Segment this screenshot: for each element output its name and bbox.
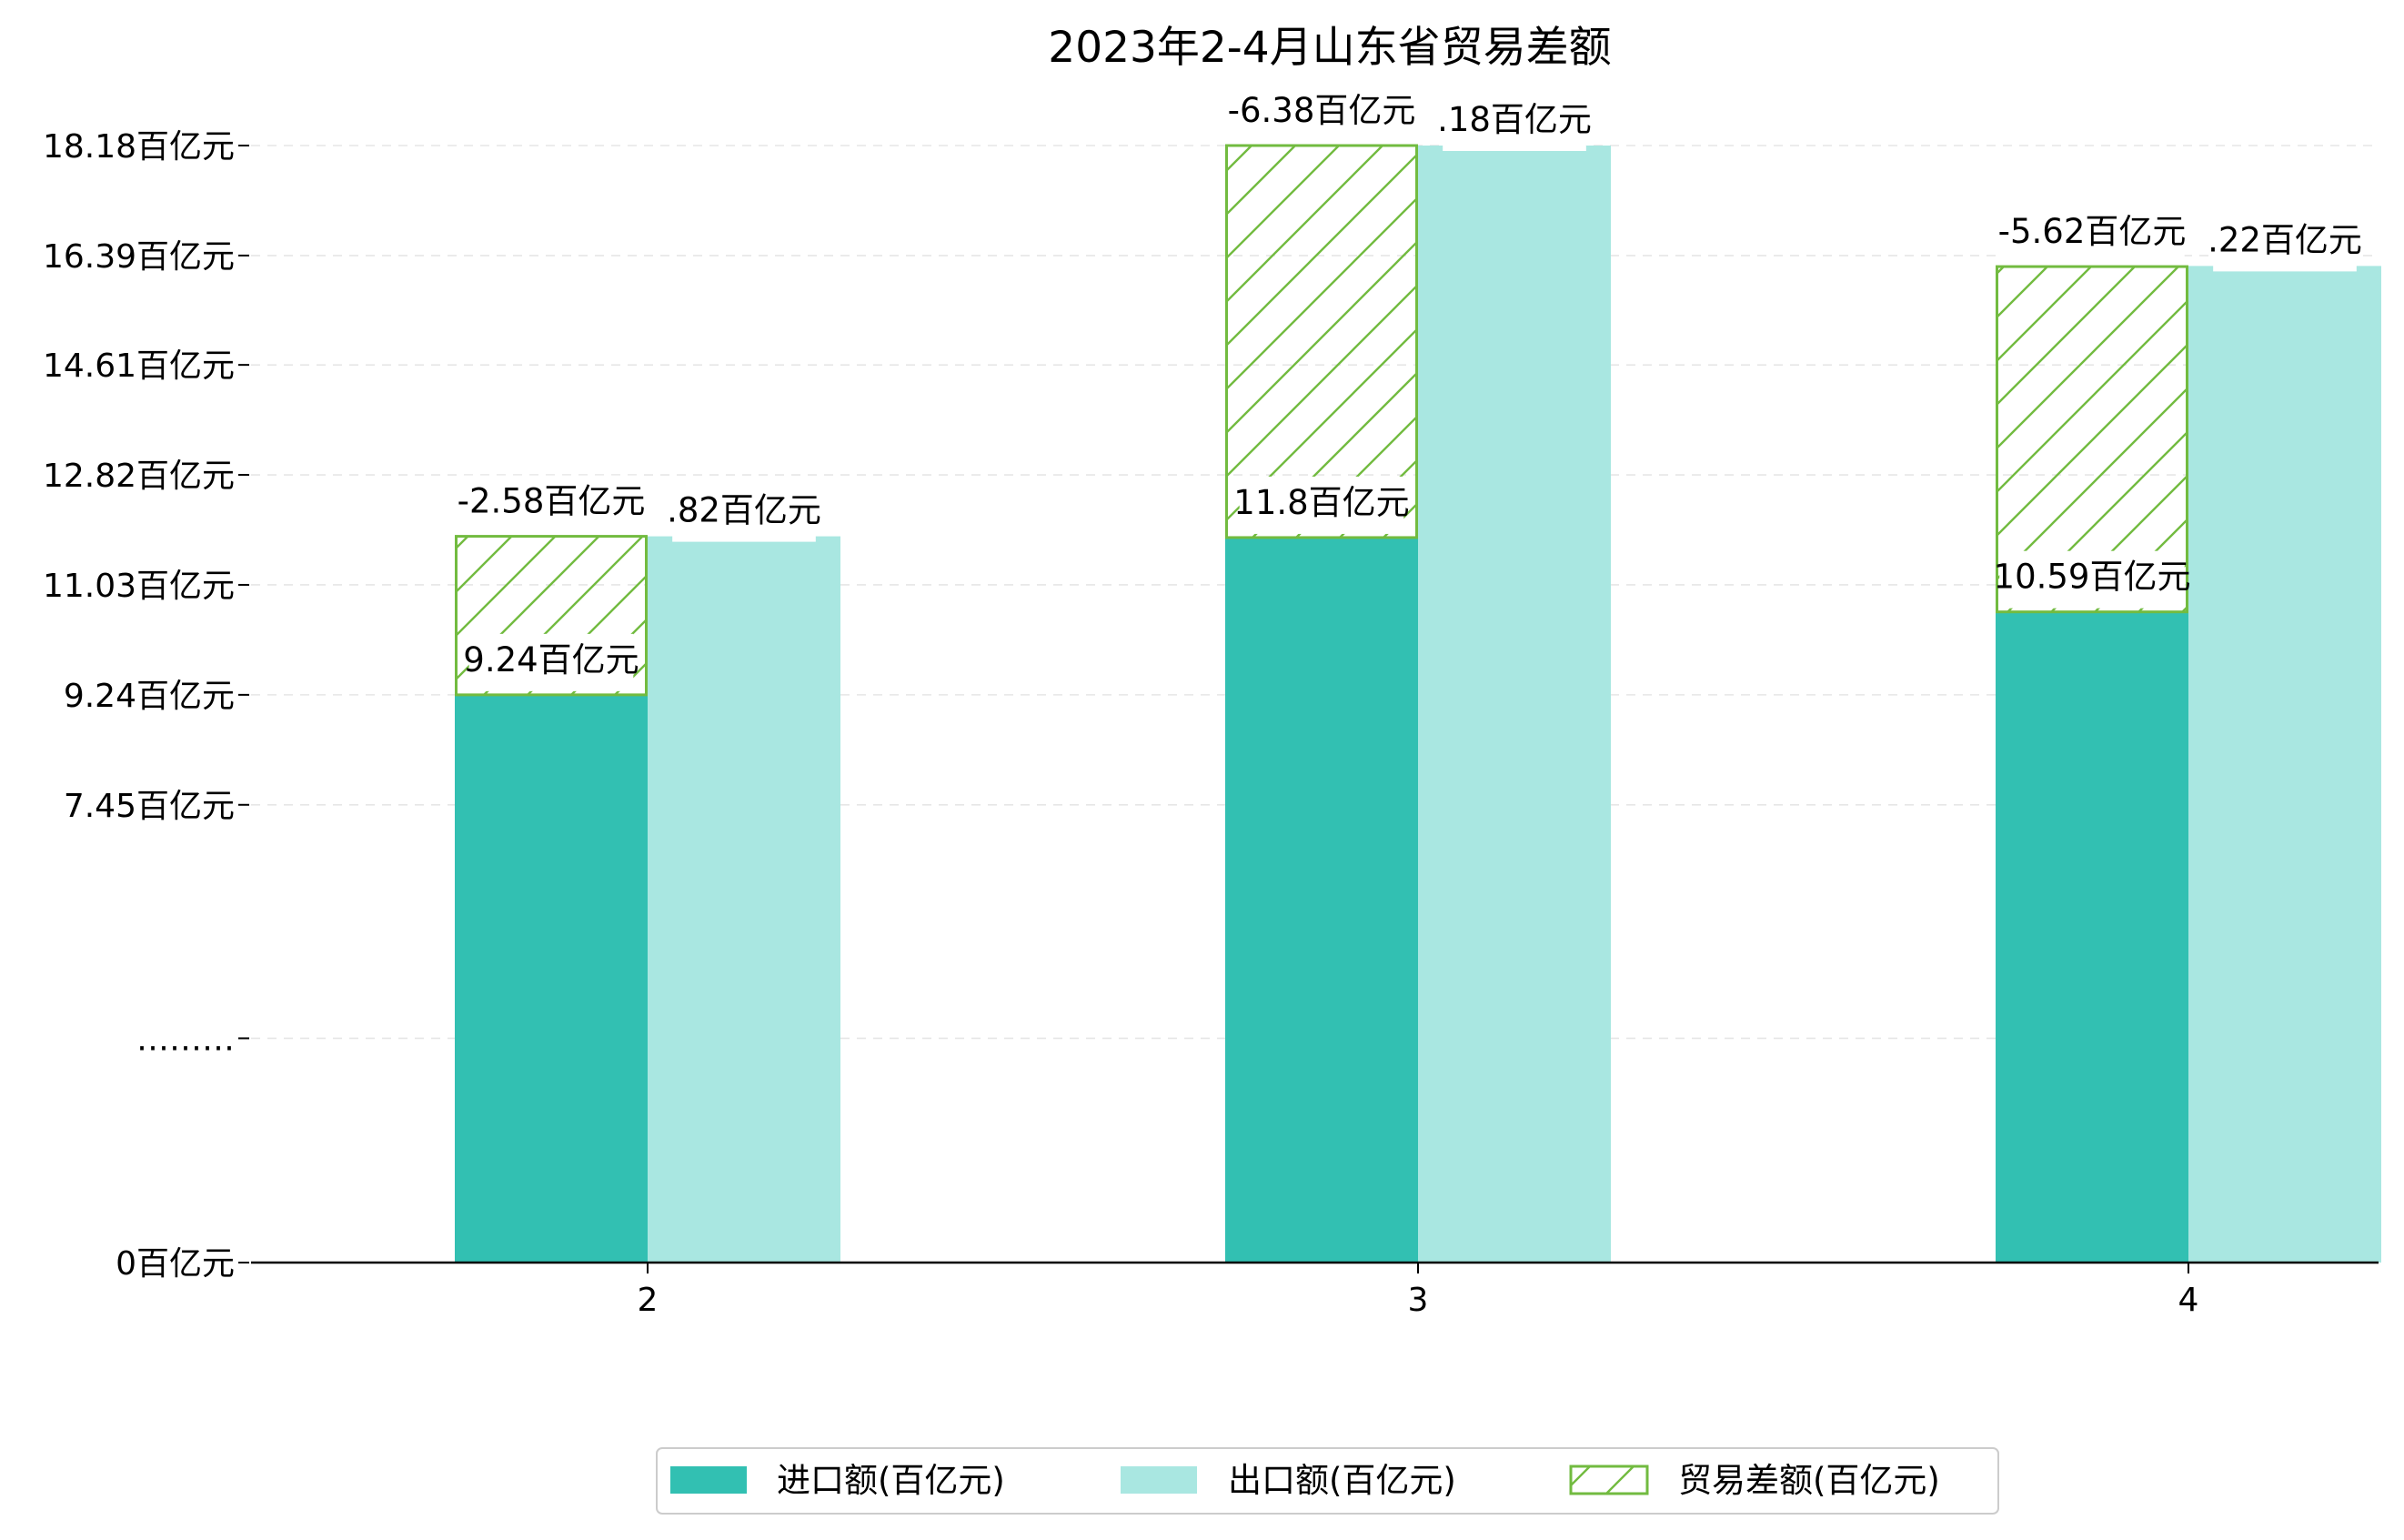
data-label-text: 9.24百亿元 <box>463 640 639 679</box>
import-bar <box>1996 611 2188 1263</box>
bars <box>455 144 2381 1263</box>
y-tick-label: 14.61百亿元 <box>43 347 235 385</box>
data-labels: .82百亿元 9.24百亿元 -2.58百亿元 .18百亿元 11.8百亿元 -6.38百… <box>458 85 2362 691</box>
import-data-label: 11.8百亿元 <box>1233 476 1410 534</box>
data-label-bg <box>458 475 644 533</box>
y-tick-label: 12.82百亿元 <box>43 458 235 495</box>
legend-swatch <box>1569 1465 1649 1495</box>
chart-title: 2023年2-4月山东省贸易差额 <box>1048 23 1611 73</box>
legend-swatch <box>1121 1466 1197 1494</box>
balance-data-label: -5.62百亿元 <box>1998 206 2187 264</box>
balance-data-label: -6.38百亿元 <box>1228 85 1416 142</box>
data-label-text: .82百亿元 <box>667 491 821 530</box>
x-tick-label: 2 <box>638 1282 659 1319</box>
y-axis: 0百亿元 ……… 7.45百亿元 9.24百亿元 11.03百亿元 12.82百亿元 14.… <box>43 128 249 1283</box>
y-tick-label: 16.39百亿元 <box>43 238 235 276</box>
legend-export: 出口额(百亿元) <box>1121 1461 1456 1500</box>
data-label-text: -2.58百亿元 <box>458 482 646 521</box>
legend-swatch <box>670 1466 747 1494</box>
data-label-bg <box>1999 206 2185 264</box>
data-label-bg <box>1239 476 1404 534</box>
x-axis: 2 3 4 <box>251 1261 2379 1319</box>
import-bar <box>1225 537 1418 1263</box>
data-label-bg <box>1443 94 1586 151</box>
y-tick-label: 7.45百亿元 <box>64 788 235 825</box>
import-data-label: 9.24百亿元 <box>463 633 639 691</box>
data-label-text: .22百亿元 <box>2208 220 2362 259</box>
legend-import: 进口额(百亿元) <box>670 1461 1005 1500</box>
legend-balance: 贸易差额(百亿元) <box>1569 1461 1940 1500</box>
data-label-bg <box>2213 214 2357 272</box>
balance-bar <box>1225 144 1418 539</box>
data-label-bg <box>1999 550 2185 609</box>
data-label-text: -6.38百亿元 <box>1228 91 1416 130</box>
data-label-text: 11.8百亿元 <box>1233 483 1409 522</box>
y-tick-label: ……… <box>136 1021 235 1058</box>
data-label-text: .18百亿元 <box>1437 100 1592 139</box>
legend-label: 进口额(百亿元) <box>777 1461 1005 1500</box>
legend-label: 出口额(百亿元) <box>1228 1461 1456 1500</box>
data-label-bg <box>468 633 634 691</box>
y-tick-label: 18.18百亿元 <box>43 128 235 166</box>
legend-box <box>656 1447 1999 1515</box>
export-bar <box>2188 266 2381 1263</box>
export-bar <box>648 536 840 1263</box>
data-label-text: -5.62百亿元 <box>1998 212 2187 251</box>
export-data-label: .18百亿元 <box>1437 94 1592 151</box>
export-bar <box>1418 146 1611 1263</box>
balance-data-label: -2.58百亿元 <box>458 475 646 533</box>
x-tick-label: 3 <box>1408 1282 1429 1319</box>
data-label-bg <box>672 484 816 542</box>
x-tick-label: 4 <box>2178 1282 2199 1319</box>
export-data-label: .82百亿元 <box>667 484 821 542</box>
import-bar <box>455 694 648 1263</box>
import-data-label: 10.59百亿元 <box>1994 550 2191 609</box>
data-label-text: 10.59百亿元 <box>1994 558 2191 597</box>
export-data-label: .22百亿元 <box>2208 214 2362 272</box>
data-label-bg <box>1229 85 1414 142</box>
legend: 进口额(百亿元) 出口额(百亿元) 贸易差额(百亿元) <box>656 1447 1999 1515</box>
y-tick-label: 11.03百亿元 <box>43 568 235 605</box>
legend-label: 贸易差额(百亿元) <box>1678 1461 1940 1500</box>
y-tick-label: 0百亿元 <box>116 1245 235 1283</box>
y-tick-label: 9.24百亿元 <box>64 678 235 715</box>
